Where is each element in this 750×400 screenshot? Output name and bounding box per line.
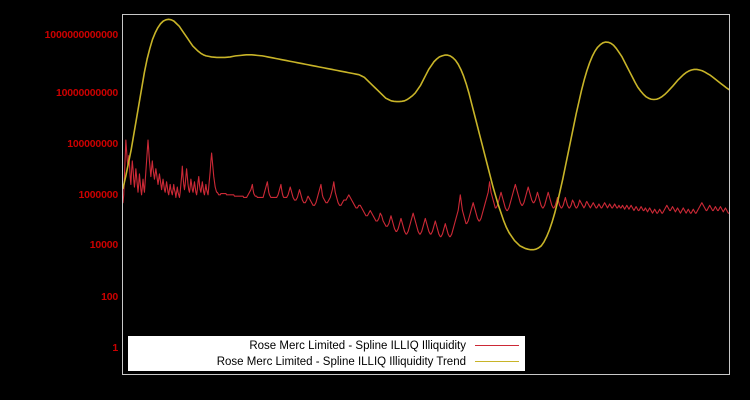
legend-label-illiquidity-trend: Rose Merc Limited - Spline ILLIQ Illiqui… [216, 355, 466, 368]
legend-entry-0: Rose Merc Limited - Spline ILLIQ Illiqui… [128, 338, 525, 354]
y-tick-label: 10000000000 [55, 86, 118, 99]
series-line-illiquidity [123, 139, 729, 238]
y-tick-label: 10000 [89, 239, 118, 251]
chart-legend: Rose Merc Limited - Spline ILLIQ Illiqui… [128, 336, 525, 371]
legend-swatch-illiquidity-trend [475, 361, 519, 362]
legend-entry-1: Rose Merc Limited - Spline ILLIQ Illiqui… [128, 354, 525, 370]
legend-swatch-illiquidity [475, 345, 519, 346]
y-tick-label: 100000000 [67, 137, 118, 150]
series-line-illiquidity-trend [123, 18, 729, 251]
y-axis-tick-labels: 1 100 10000 1000000 100000000 10000000000 1000… [0, 0, 119, 400]
legend-label-illiquidity: Rose Merc Limited - Spline ILLIQ Illiqui… [249, 339, 466, 352]
chart-svg [123, 18, 729, 251]
plot-area [122, 14, 730, 375]
y-tick-label: 100 [101, 290, 118, 303]
y-tick-label: 1000000 [78, 188, 119, 201]
y-tick-label: 1000000000000 [44, 28, 119, 41]
y-tick-label: 1 [112, 342, 118, 354]
